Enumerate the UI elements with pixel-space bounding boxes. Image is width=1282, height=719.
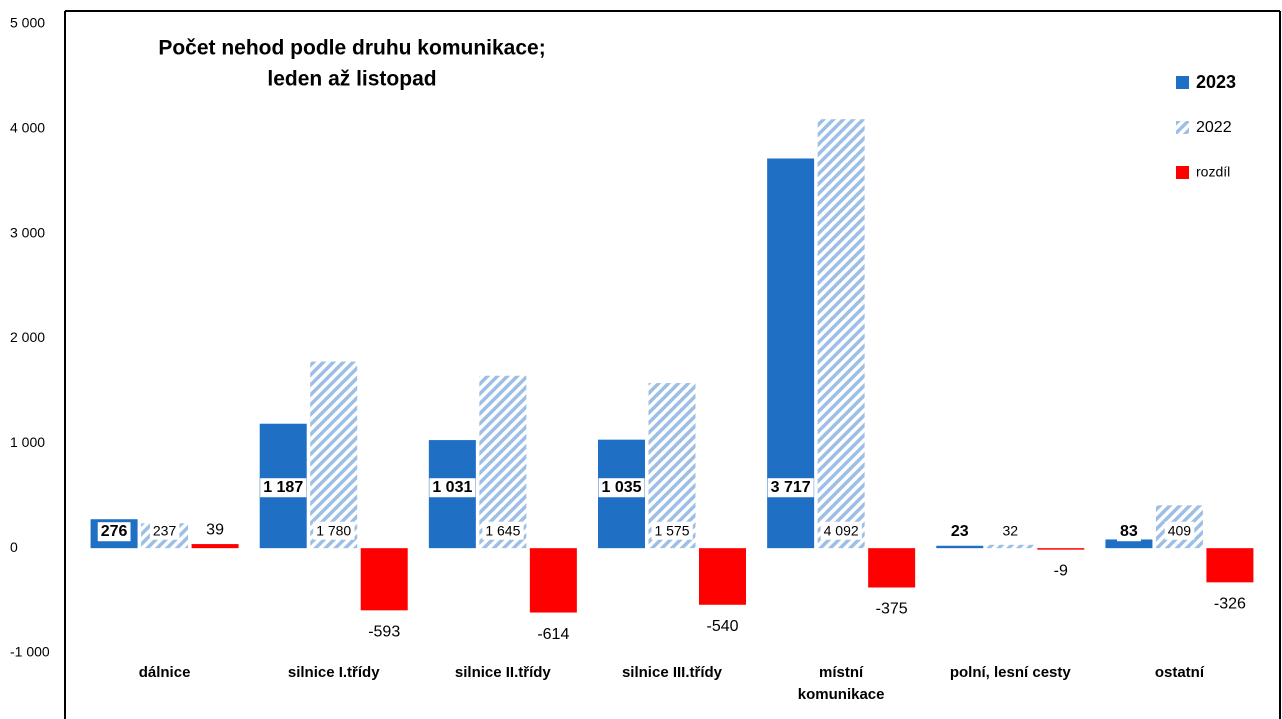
data-label: 4 092 [824, 523, 859, 539]
label-background [598, 478, 645, 498]
y-tick-label: 1 000 [10, 434, 45, 450]
label-background [313, 521, 355, 540]
y-tick-label: 4 000 [10, 120, 45, 136]
label-background [260, 478, 307, 498]
data-label: 276 [101, 523, 128, 540]
bar [817, 119, 865, 549]
data-label: 32 [1002, 523, 1018, 539]
bar [360, 548, 408, 611]
data-label: -375 [876, 601, 908, 618]
label-background [482, 521, 524, 540]
frame [64, 10, 1281, 719]
y-tick-label: 0 [10, 539, 18, 555]
legend-swatch [1176, 76, 1189, 89]
label-background [651, 521, 693, 540]
data-label: 1 575 [654, 523, 689, 539]
bar [1206, 548, 1254, 583]
chart-subtitle: leden až listopad [267, 68, 436, 91]
data-label: -614 [537, 626, 569, 643]
label-background [820, 521, 862, 540]
bar [648, 383, 696, 549]
bar [936, 545, 984, 549]
bar [529, 548, 577, 613]
label-background [1117, 522, 1141, 542]
data-label: 1 031 [432, 479, 472, 496]
bar [868, 548, 916, 588]
x-tick-label: dálnice [139, 664, 191, 681]
bar [1105, 539, 1153, 549]
data-label: -326 [1214, 596, 1246, 613]
x-tick-label: polní, lesní cesty [950, 664, 1072, 681]
y-tick-label: 3 000 [10, 224, 45, 240]
bar [479, 375, 527, 549]
y-tick-label: -1 000 [10, 644, 50, 660]
bar [986, 544, 1034, 549]
data-label: 1 187 [263, 479, 303, 496]
data-label: -593 [368, 624, 400, 641]
x-tick-label: silnice II.třídy [455, 664, 552, 681]
x-tick-label: komunikace [798, 686, 885, 703]
data-label: 3 717 [771, 479, 811, 496]
legend-label: rozdíl [1196, 164, 1230, 180]
chart-title: Počet nehod podle druhu komunikace; [158, 37, 545, 60]
label-background [149, 521, 180, 540]
label-background [999, 521, 1022, 540]
bar [191, 544, 239, 549]
legend-swatch [1176, 121, 1189, 134]
bar [699, 548, 746, 605]
data-label: 39 [206, 521, 224, 538]
data-label: 1 035 [601, 479, 641, 496]
label-background [1164, 521, 1195, 540]
x-tick-label: silnice I.třídy [288, 664, 380, 681]
legend-label: 2022 [1196, 119, 1232, 136]
data-label: 409 [1168, 523, 1192, 539]
bar [310, 361, 358, 549]
x-tick-label: místní [819, 664, 864, 681]
x-tick-label: ostatní [1155, 664, 1205, 681]
y-tick-label: 5 000 [10, 15, 45, 31]
y-tick-label: 2 000 [10, 329, 45, 345]
data-label: 1 780 [316, 523, 351, 539]
data-label: 237 [153, 523, 177, 539]
legend-label: 2023 [1196, 72, 1236, 92]
bar [1037, 548, 1085, 550]
label-background [767, 478, 814, 498]
data-label: -9 [1054, 562, 1068, 579]
data-label: 23 [951, 523, 969, 540]
data-label: -540 [706, 618, 738, 635]
label-background [97, 522, 131, 542]
data-label: 83 [1120, 523, 1138, 540]
data-label: 1 645 [485, 523, 520, 539]
x-tick-label: silnice III.třídy [622, 664, 723, 681]
label-background [947, 522, 972, 542]
legend-swatch [1176, 166, 1189, 179]
label-background [429, 478, 476, 498]
